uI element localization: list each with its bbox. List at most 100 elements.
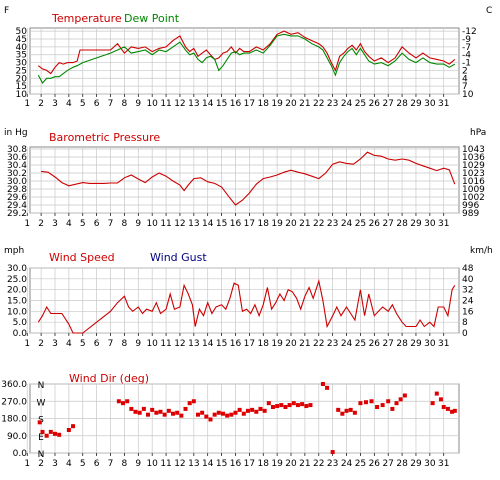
pressure-chart: in Hg hPa Barometric Pressure 29.2 989 29.…	[4, 128, 486, 229]
wind-dir-point	[270, 405, 275, 409]
wind-dir-point	[254, 409, 259, 414]
right-tick-label: 24	[462, 297, 474, 307]
wind-dir-point	[283, 405, 288, 409]
right-tick-label: 2	[462, 66, 468, 76]
x-tick-label: 10	[146, 99, 158, 109]
right-tick-label: 1036	[462, 153, 485, 163]
wind-dir-point	[183, 406, 188, 411]
x-tick-label: 17	[244, 219, 255, 229]
x-tick-label: 6	[94, 459, 100, 469]
wind-dir-point	[200, 410, 205, 415]
x-tick-label: 27	[382, 219, 393, 229]
wind-dir-point	[452, 408, 457, 413]
y-tick-label: 29.6	[7, 193, 27, 203]
x-tick-label: 8	[122, 339, 128, 349]
wind-dir-point	[150, 407, 155, 412]
x-tick-label: 24	[341, 219, 353, 229]
right-tick-label: 10	[462, 90, 474, 100]
wind-dir-point	[330, 450, 335, 455]
y-tick-label: 40	[16, 43, 28, 53]
wind-dir-point	[363, 400, 368, 405]
dew-point-line	[37, 33, 456, 84]
x-tick-label: 30	[424, 99, 436, 109]
x-tick-label: 1	[24, 339, 30, 349]
wind-dir-point	[358, 401, 363, 406]
x-tick-label: 4	[66, 459, 72, 469]
y-tick-label: 15.0	[7, 297, 27, 307]
wind-speed-chart: mph km/h Wind Speed Wind Gust 0.0 0 5.0 8 10…	[4, 246, 493, 349]
legend-temperature: Temperature	[51, 12, 122, 25]
wind-dir-point	[237, 407, 242, 412]
wind-dir-point	[380, 403, 385, 408]
x-tick-label: 29	[410, 219, 422, 229]
right-tick-label: 1023	[462, 169, 485, 179]
wind-dir-point	[216, 410, 221, 415]
x-tick-label: 31	[438, 459, 449, 469]
x-tick-label: 1	[24, 459, 30, 469]
x-tick-label: 28	[396, 459, 408, 469]
x-tick-label: 13	[188, 459, 199, 469]
x-tick-label: 20	[285, 459, 297, 469]
x-tick-label: 26	[369, 339, 381, 349]
wind-dir-point	[344, 408, 349, 413]
x-tick-label: 22	[313, 459, 324, 469]
wind-dir-point	[48, 429, 53, 434]
y-tick-label: 270.0	[1, 397, 27, 407]
right-tick-label: 16	[462, 307, 474, 317]
x-tick-label: 24	[341, 339, 353, 349]
temperature-right-unit: C	[486, 6, 492, 16]
wind-dir-point	[179, 413, 184, 418]
wind-dir-point	[291, 401, 296, 406]
right-tick-label: 1043	[462, 145, 485, 155]
wind-dir-point	[225, 413, 230, 418]
x-tick-label: 28	[396, 219, 408, 229]
x-tick-label: 27	[382, 339, 393, 349]
right-tick-label: -12	[462, 27, 477, 37]
y-tick-label: 29.8	[7, 185, 27, 195]
x-tick-label: 10	[146, 459, 158, 469]
x-tick-label: 26	[369, 219, 381, 229]
y-tick-label: 20	[16, 74, 28, 84]
x-tick-label: 9	[135, 339, 141, 349]
x-tick-label: 12	[174, 339, 185, 349]
wind-dir-point	[129, 406, 134, 411]
right-tick-label: 1009	[462, 185, 485, 195]
wind-dir-point	[386, 399, 391, 404]
compass-label: N	[38, 450, 45, 460]
temperature-left-unit: F	[4, 6, 9, 16]
wind-dir-point	[279, 403, 284, 408]
wind-dir-point	[204, 414, 209, 419]
wind-dir-point	[348, 407, 353, 412]
x-tick-label: 25	[355, 219, 366, 229]
right-tick-label: 1016	[462, 177, 485, 187]
x-tick-label: 19	[271, 99, 283, 109]
y-tick-label: 30.8	[7, 145, 27, 155]
x-tick-label: 15	[216, 219, 227, 229]
y-tick-label: 30.0	[7, 177, 27, 187]
x-tick-label: 4	[66, 99, 72, 109]
y-tick-label: 45	[16, 35, 27, 45]
x-tick-label: 11	[160, 459, 171, 469]
x-tick-label: 16	[230, 459, 242, 469]
y-tick-label: 20.0	[7, 286, 27, 296]
x-tick-label: 6	[94, 219, 100, 229]
compass-label: N	[38, 381, 45, 391]
wind-dir-point	[258, 406, 263, 411]
x-tick-label: 4	[66, 219, 72, 229]
pressure-right-unit: hPa	[470, 128, 486, 138]
wind-dir-point	[266, 401, 271, 406]
x-tick-label: 17	[244, 339, 255, 349]
wind-dir-point	[434, 391, 439, 396]
x-tick-label: 22	[313, 339, 324, 349]
right-tick-label: 8	[462, 318, 468, 328]
x-tick-label: 29	[410, 339, 422, 349]
wind-dir-point	[300, 402, 305, 407]
x-tick-label: 6	[94, 99, 100, 109]
x-tick-label: 13	[188, 99, 199, 109]
y-tick-label: 30.6	[7, 153, 27, 163]
compass-label: E	[38, 433, 44, 443]
x-tick-label: 12	[174, 459, 185, 469]
wind-dir-point	[375, 405, 380, 409]
y-tick-label: 10	[16, 90, 28, 100]
